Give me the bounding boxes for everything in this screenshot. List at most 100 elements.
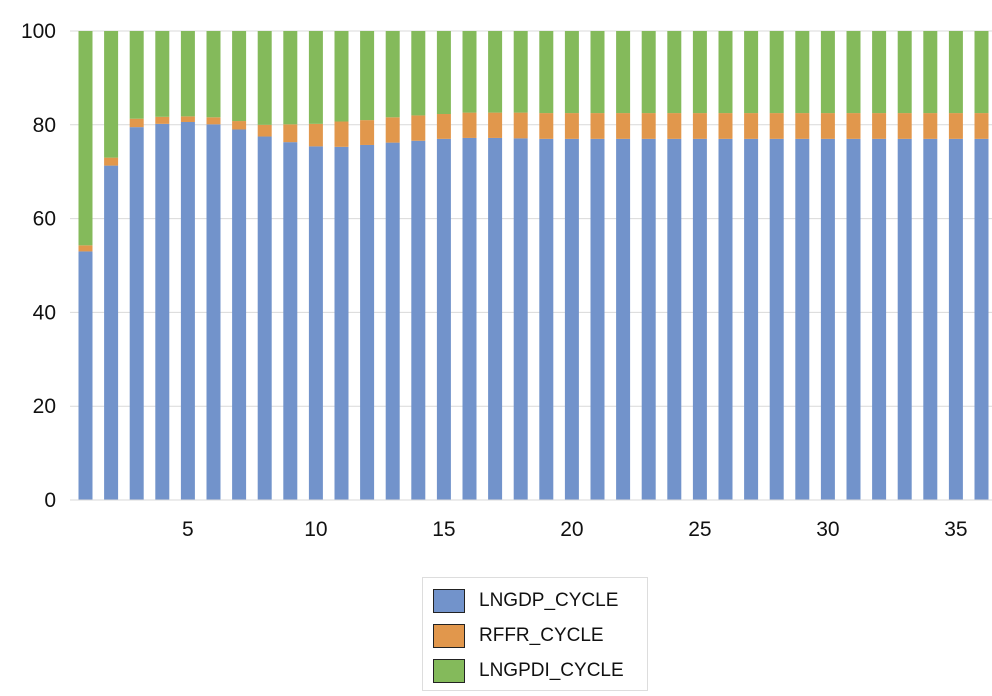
bar-segment-rffr-cycle-18 (513, 112, 528, 139)
bar-segment-lngpdi-cycle-8 (257, 31, 272, 125)
legend: LNGDP_CYCLE RFFR_CYCLE LNGPDI_CYCLE (422, 577, 648, 691)
bar-segment-lngdp-cycle-22 (616, 138, 631, 500)
bar-segment-rffr-cycle-13 (385, 117, 400, 143)
bar-segment-lngpdi-cycle-22 (616, 31, 631, 114)
bar-segment-lngpdi-cycle-7 (232, 31, 247, 122)
bar-segment-lngpdi-cycle-1 (78, 31, 93, 246)
bar-segment-lngpdi-cycle-11 (334, 31, 349, 122)
bar-segment-lngdp-cycle-12 (360, 144, 375, 501)
bar-segment-lngpdi-cycle-16 (462, 31, 477, 113)
y-tick-label: 40 (33, 301, 56, 324)
bar-segment-rffr-cycle-30 (820, 113, 835, 139)
bar-segment-lngdp-cycle-8 (257, 136, 272, 500)
bar-segment-lngpdi-cycle-36 (974, 31, 989, 114)
bar-segment-lngdp-cycle-16 (462, 137, 477, 500)
x-tick-label: 35 (944, 518, 967, 541)
bar-segment-lngpdi-cycle-24 (667, 31, 682, 114)
bar-segment-rffr-cycle-24 (667, 113, 682, 139)
bar-segment-rffr-cycle-11 (334, 121, 349, 147)
y-tick-label: 100 (21, 20, 56, 43)
bar-segment-lngpdi-cycle-12 (360, 31, 375, 121)
bar-segment-lngpdi-cycle-28 (769, 31, 784, 114)
bar-segment-rffr-cycle-23 (641, 113, 656, 139)
bar-segment-lngpdi-cycle-27 (744, 31, 759, 114)
legend-item-lngdp: LNGDP_CYCLE (433, 586, 618, 616)
bar-segment-lngpdi-cycle-30 (820, 31, 835, 114)
bar-segment-rffr-cycle-2 (104, 157, 119, 166)
bar-segment-rffr-cycle-25 (692, 113, 707, 139)
bar-segment-rffr-cycle-9 (283, 124, 298, 143)
bar-segment-lngdp-cycle-18 (513, 138, 528, 500)
bar-segment-rffr-cycle-10 (308, 123, 323, 147)
bar-segment-lngpdi-cycle-9 (283, 31, 298, 125)
bar-segment-rffr-cycle-19 (539, 113, 554, 139)
bar-segment-lngpdi-cycle-21 (590, 31, 605, 114)
bar-segment-rffr-cycle-3 (129, 118, 144, 128)
stacked-bar-chart: 0 20 40 60 80 100 5 10 15 20 25 30 35 (21, 20, 992, 541)
bar-segment-lngdp-cycle-23 (641, 138, 656, 500)
bar-segment-lngdp-cycle-6 (206, 124, 221, 501)
bar-segment-lngdp-cycle-13 (385, 142, 400, 500)
bar-segment-rffr-cycle-32 (872, 113, 887, 139)
bar-segment-rffr-cycle-15 (436, 114, 451, 139)
bar-segment-rffr-cycle-8 (257, 124, 272, 137)
bar-segment-lngdp-cycle-4 (155, 123, 170, 500)
bar-segment-lngdp-cycle-20 (564, 138, 579, 500)
bar-segment-lngpdi-cycle-13 (385, 31, 400, 118)
bar-segment-lngpdi-cycle-32 (872, 31, 887, 114)
legend-item-rffr: RFFR_CYCLE (433, 621, 604, 651)
bar-segment-lngdp-cycle-15 (436, 138, 451, 500)
bar-segment-rffr-cycle-31 (846, 113, 861, 139)
bar-segment-lngpdi-cycle-31 (846, 31, 861, 114)
bar-segment-lngpdi-cycle-10 (308, 31, 323, 124)
bar-segment-rffr-cycle-1 (78, 245, 93, 252)
bar-segment-lngdp-cycle-21 (590, 138, 605, 500)
bar-segment-lngdp-cycle-7 (232, 129, 247, 501)
bar-segment-rffr-cycle-16 (462, 112, 477, 138)
bar-segment-lngpdi-cycle-26 (718, 31, 733, 114)
bar-segment-lngpdi-cycle-2 (104, 31, 119, 158)
bar-segment-lngdp-cycle-17 (488, 137, 503, 500)
bar-segment-lngpdi-cycle-35 (948, 31, 963, 114)
bar-segment-rffr-cycle-33 (897, 113, 912, 139)
bar-segment-lngpdi-cycle-20 (564, 31, 579, 114)
bar-segment-lngpdi-cycle-17 (488, 31, 503, 113)
bar-segment-rffr-cycle-28 (769, 113, 784, 139)
bar-segment-lngpdi-cycle-3 (129, 31, 144, 119)
bar-segment-lngdp-cycle-3 (129, 127, 144, 501)
legend-item-lngpdi: LNGPDI_CYCLE (433, 656, 624, 686)
bar-segment-lngdp-cycle-30 (820, 138, 835, 500)
bar-segment-rffr-cycle-6 (206, 117, 221, 125)
bar-segment-lngpdi-cycle-18 (513, 31, 528, 113)
bar-segment-lngdp-cycle-27 (744, 138, 759, 500)
bar-segment-rffr-cycle-35 (948, 113, 963, 139)
x-tick-label: 15 (432, 518, 455, 541)
x-tick-label: 20 (560, 518, 583, 541)
bar-segment-rffr-cycle-36 (974, 113, 989, 139)
bar-segment-lngpdi-cycle-14 (411, 31, 426, 116)
bar-segment-lngdp-cycle-19 (539, 138, 554, 500)
y-tick-label: 60 (33, 208, 56, 231)
bar-segment-lngdp-cycle-36 (974, 138, 989, 500)
bar-segment-lngpdi-cycle-6 (206, 31, 221, 118)
bar-segment-lngdp-cycle-28 (769, 138, 784, 500)
bar-segment-rffr-cycle-14 (411, 115, 426, 141)
bar-segment-lngdp-cycle-2 (104, 165, 119, 500)
legend-swatch-rffr (433, 624, 465, 648)
bar-segment-lngdp-cycle-32 (872, 138, 887, 500)
bar-segment-lngpdi-cycle-33 (897, 31, 912, 114)
bar-segment-lngpdi-cycle-5 (180, 31, 195, 117)
bar-segment-lngdp-cycle-29 (795, 138, 810, 500)
y-tick-label: 0 (44, 489, 56, 512)
bar-segment-lngdp-cycle-31 (846, 138, 861, 500)
bar-segment-lngpdi-cycle-23 (641, 31, 656, 114)
x-tick-label: 5 (182, 518, 194, 541)
bar-segment-lngdp-cycle-5 (180, 121, 195, 501)
bar-segment-lngdp-cycle-35 (948, 138, 963, 500)
bar-segment-lngdp-cycle-9 (283, 142, 298, 500)
bar-segment-lngdp-cycle-33 (897, 138, 912, 500)
bar-segment-rffr-cycle-4 (155, 116, 170, 124)
bar-segment-lngpdi-cycle-29 (795, 31, 810, 114)
bar-segment-lngdp-cycle-34 (923, 138, 938, 500)
bar-segment-lngpdi-cycle-19 (539, 31, 554, 114)
